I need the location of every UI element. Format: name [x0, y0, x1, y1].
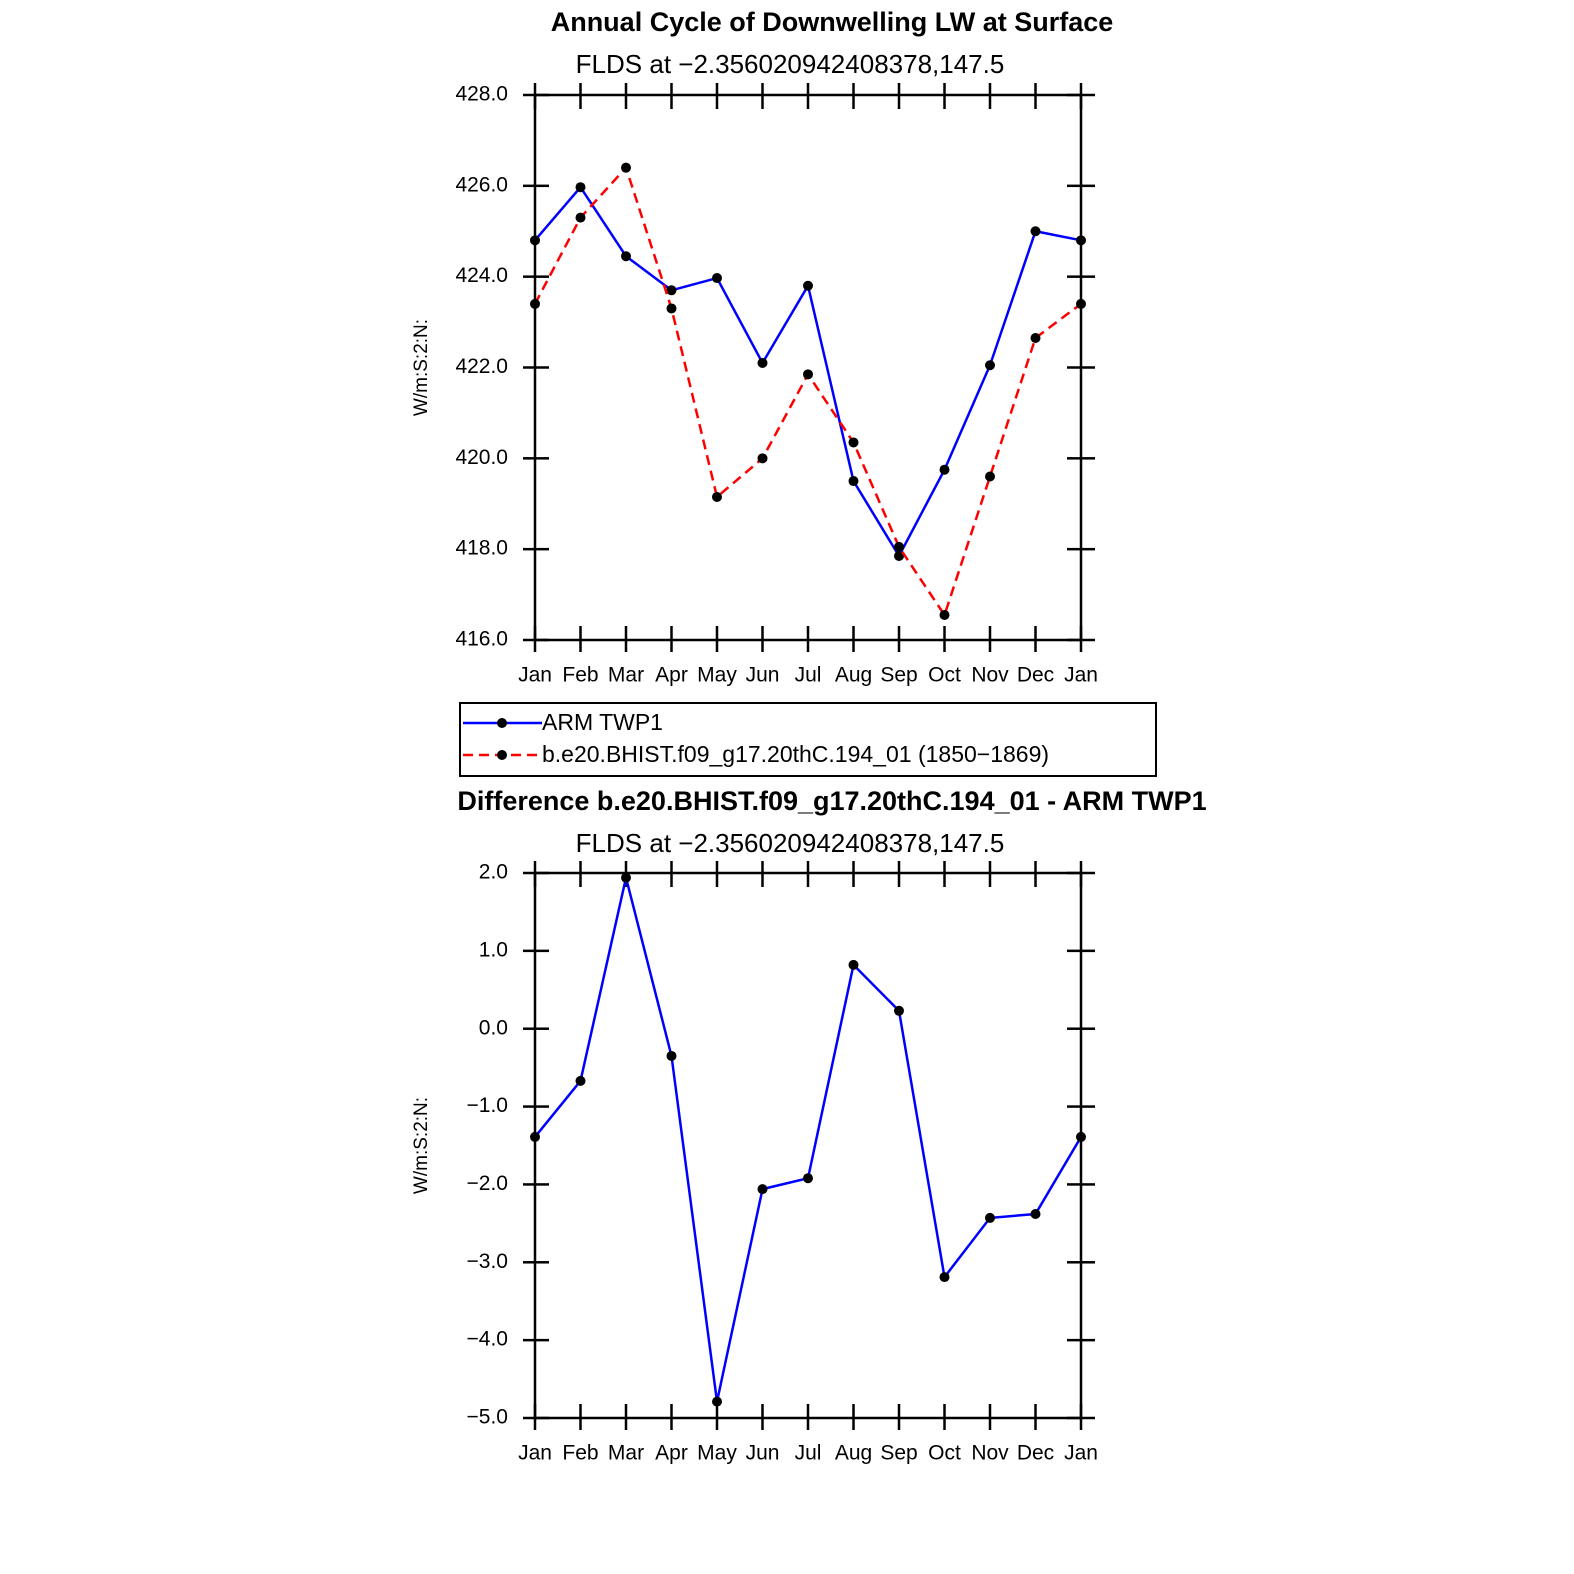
point — [894, 1005, 904, 1016]
point — [1076, 235, 1086, 246]
x-tick-label: Apr — [655, 1442, 688, 1465]
point — [939, 610, 950, 621]
point — [803, 280, 813, 291]
point — [1076, 1131, 1086, 1142]
x-tick-label: May — [697, 664, 737, 687]
point — [985, 360, 995, 371]
x-tick-label: Jan — [1064, 664, 1098, 687]
y-tick-label: 1.0 — [479, 938, 508, 961]
legend-label: ARM TWP1 — [542, 709, 663, 735]
series-line — [534, 877, 1083, 1402]
x-tick-label: Mar — [608, 664, 644, 687]
legend-marker — [497, 750, 507, 760]
legend-box — [459, 702, 1157, 777]
point — [848, 476, 859, 487]
point — [1030, 226, 1041, 237]
y-tick-label: −5.0 — [467, 1406, 508, 1429]
x-tick-label: Sep — [880, 664, 917, 687]
x-tick-label: Dec — [1017, 664, 1054, 687]
plot-frame — [533, 93, 1083, 642]
y-axis-label: W/m:S:2:N: — [411, 319, 432, 416]
x-tick-label: May — [697, 1442, 737, 1465]
x-tick-label: Nov — [971, 664, 1009, 687]
point — [939, 464, 950, 475]
y-tick-label: −2.0 — [467, 1172, 508, 1195]
point — [1030, 332, 1041, 343]
y-tick-label: −3.0 — [467, 1250, 508, 1273]
point — [803, 369, 813, 380]
legend-marker — [497, 718, 507, 728]
x-tick-label: Sep — [880, 1442, 917, 1465]
point — [575, 182, 586, 193]
point — [530, 1131, 540, 1142]
point — [530, 298, 540, 309]
point — [848, 437, 859, 448]
x-tick-label: Jan — [1064, 1442, 1098, 1465]
y-tick-label: 416.0 — [455, 628, 508, 651]
point — [985, 471, 995, 482]
x-tick-label: Nov — [971, 1442, 1009, 1465]
plot-frame — [533, 871, 1083, 1420]
y-tick-label: 420.0 — [455, 446, 508, 469]
point — [530, 235, 540, 246]
point — [621, 872, 631, 883]
point — [621, 251, 631, 262]
point — [575, 1075, 586, 1086]
chart-title: Annual Cycle of Downwelling LW at Surfac… — [551, 7, 1114, 37]
point — [666, 303, 677, 314]
point — [621, 162, 631, 173]
x-tick-label: Feb — [562, 664, 598, 687]
point — [985, 1212, 995, 1223]
y-tick-label: 426.0 — [455, 173, 508, 196]
point — [757, 357, 768, 368]
x-tick-label: Jun — [746, 664, 780, 687]
y-tick-label: −4.0 — [467, 1328, 508, 1351]
x-tick-label: Jul — [795, 664, 822, 687]
point — [757, 453, 768, 464]
x-tick-label: Feb — [562, 1442, 598, 1465]
point — [666, 285, 677, 296]
legend-label: b.e20.BHIST.f09_g17.20thC.194_01 (1850−1… — [542, 741, 1049, 767]
y-tick-label: 428.0 — [455, 83, 508, 106]
point — [1030, 1209, 1041, 1220]
y-axis-label: W/m:S:2:N: — [411, 1097, 432, 1194]
point — [939, 1272, 950, 1283]
x-tick-label: Jan — [518, 664, 552, 687]
point — [712, 491, 722, 502]
y-tick-label: 418.0 — [455, 537, 508, 560]
x-tick-label: Oct — [928, 664, 961, 687]
chart-title: Difference b.e20.BHIST.f09_g17.20thC.194… — [457, 786, 1206, 816]
y-tick-label: 2.0 — [479, 861, 508, 884]
point — [848, 959, 859, 970]
x-tick-label: Jun — [746, 1442, 780, 1465]
chart-subtitle: FLDS at −2.356020942408378,147.5 — [576, 828, 1005, 858]
x-tick-label: Aug — [835, 1442, 872, 1465]
x-tick-label: Jul — [795, 1442, 822, 1465]
x-tick-label: Oct — [928, 1442, 961, 1465]
point — [757, 1184, 768, 1195]
y-tick-label: 0.0 — [479, 1016, 508, 1039]
x-tick-label: Apr — [655, 664, 688, 687]
x-tick-label: Mar — [608, 1442, 644, 1465]
y-tick-label: 424.0 — [455, 264, 508, 287]
point — [894, 541, 904, 552]
point — [894, 550, 904, 561]
x-tick-label: Aug — [835, 664, 872, 687]
point — [575, 212, 586, 223]
point — [712, 1396, 722, 1407]
series-line — [533, 165, 1082, 618]
y-tick-label: 422.0 — [455, 355, 508, 378]
point — [666, 1050, 677, 1061]
y-tick-label: −1.0 — [467, 1094, 508, 1117]
point — [712, 273, 722, 284]
x-tick-label: Jan — [518, 1442, 552, 1465]
x-tick-label: Dec — [1017, 1442, 1054, 1465]
point — [803, 1173, 813, 1184]
point — [1076, 298, 1086, 309]
chart-subtitle: FLDS at −2.356020942408378,147.5 — [576, 49, 1005, 79]
